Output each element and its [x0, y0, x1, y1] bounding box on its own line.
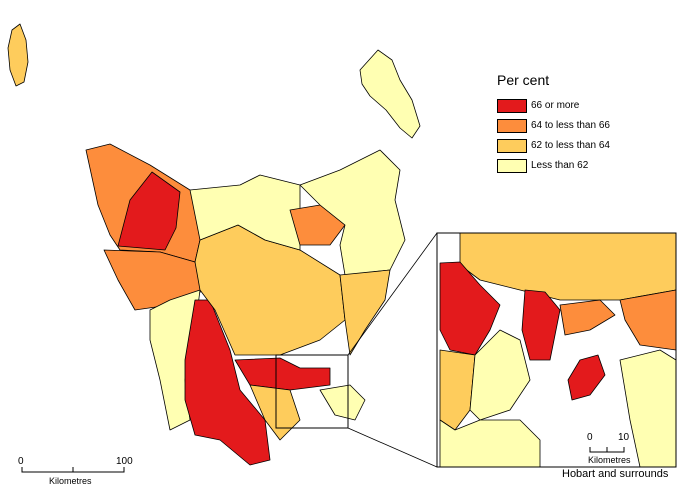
region-red-south-west: [184, 299, 271, 466]
region-huon: [249, 384, 301, 441]
region-red-west: [117, 171, 181, 251]
region-east-coast: [339, 269, 391, 356]
legend-swatch: [497, 98, 527, 113]
inset-region: [521, 289, 561, 361]
inset-scale-start: 0: [587, 432, 593, 443]
legend: Per cent 66 or more 64 to less than 66 6…: [497, 72, 610, 176]
inset-caption: Hobart and surrounds: [562, 468, 669, 480]
inset-leader-line: [347, 232, 438, 356]
region-launceston: [289, 204, 346, 246]
inset-region: [559, 299, 616, 336]
inset-region: [567, 354, 606, 401]
legend-item: 66 or more: [497, 96, 610, 115]
inset-region: [439, 349, 476, 431]
legend-label: Less than 62: [531, 160, 589, 171]
inset-scale-end: 10: [618, 432, 630, 443]
inset-region: [619, 289, 677, 351]
inset-locator-box: [275, 354, 349, 429]
legend-swatch: [497, 118, 527, 133]
legend-title: Per cent: [497, 72, 550, 88]
legend-label: 66 or more: [531, 100, 580, 111]
main-scale-bar: [21, 467, 125, 473]
inset-region: [469, 329, 531, 421]
inset-scale-unit: Kilometres: [588, 455, 631, 465]
inset-scale-bar: [589, 447, 625, 453]
inset-leader-line: [347, 427, 438, 468]
inset-region: [439, 261, 501, 356]
main-scale-end: 100: [116, 456, 133, 467]
main-scale-start: 0: [18, 456, 24, 467]
legend-label: 62 to less than 64: [531, 140, 610, 151]
region-north-east: [299, 149, 406, 276]
region-north-central: [189, 174, 301, 251]
region-tasman: [319, 384, 366, 421]
region-flinders-island: [359, 49, 421, 139]
legend-swatch: [497, 158, 527, 173]
inset-map: [436, 232, 677, 468]
legend-item: 64 to less than 66: [497, 116, 610, 135]
region-red-south: [234, 357, 331, 391]
region-king-island: [7, 23, 29, 87]
legend-swatch: [497, 138, 527, 153]
legend-label: 64 to less than 66: [531, 120, 610, 131]
legend-item: 62 to less than 64: [497, 136, 610, 155]
legend-item: Less than 62: [497, 156, 610, 175]
main-scale-unit: Kilometres: [49, 476, 92, 486]
